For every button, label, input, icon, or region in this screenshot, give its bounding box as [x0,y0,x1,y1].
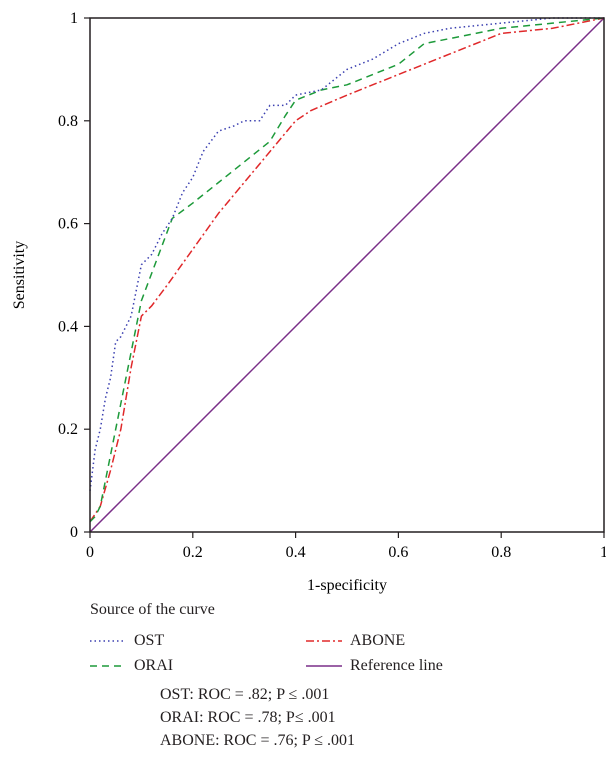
x-tick-label: 0.2 [183,544,203,561]
y-tick-label: 0.8 [58,113,78,130]
y-tick-label: 0 [70,524,78,541]
y-axis-label: Sensitivity [11,241,28,309]
stat-orai: ORAI: ROC = .78; P≤ .001 [160,709,336,726]
series-group [89,17,605,533]
legend-label-abone: ABONE [350,632,406,649]
roc-stats: OST: ROC = .82; P ≤ .001 ORAI: ROC = .78… [160,683,355,752]
legend-item-abone: ABONE [306,632,405,650]
x-tick-label: 0.6 [388,544,408,561]
y-tick-label: 0.6 [58,216,78,233]
legend-item-ost: OST [90,632,164,650]
plot-frame [89,17,605,533]
legend-label-reference: Reference line [350,657,443,674]
y-tick-label: 0.2 [58,421,78,438]
legend-swatch-ost [90,640,126,642]
y-tick-label: 0.4 [58,318,78,335]
legend-title: Source of the curve [90,601,215,618]
stat-abone: ABONE: ROC = .76; P ≤ .001 [160,732,356,749]
y-tick-label: 1 [70,10,78,27]
x-tick-label: 0.4 [286,544,306,561]
legend-label-orai: ORAI [134,657,174,674]
x-tick-label: 1 [600,544,606,561]
legend-swatch-reference [306,665,342,667]
axis-ticks: 0 0.2 0.4 0.6 0.8 1 0 0.2 0.4 0.6 0.8 1 [58,10,606,561]
roc-chart: 0 0.2 0.4 0.6 0.8 1 0 0.2 0.4 0.6 0.8 1 1-specifici… [11,10,606,594]
series-line-abone [89,17,605,523]
series-line-reference-line [89,17,605,533]
legend-swatch-orai [90,665,126,667]
legend-item-reference: Reference line [306,657,443,675]
x-tick-label: 0 [86,544,94,561]
stat-ost: OST: ROC = .82; P ≤ .001 [160,686,330,703]
x-axis-label: 1-specificity [307,577,387,594]
legend-swatch-abone [306,640,342,642]
legend-item-orai: ORAI [90,657,173,675]
series-line-ost [89,17,604,491]
x-tick-label: 0.8 [491,544,511,561]
legend-label-ost: OST [134,632,165,649]
series-line-orai [89,17,605,523]
